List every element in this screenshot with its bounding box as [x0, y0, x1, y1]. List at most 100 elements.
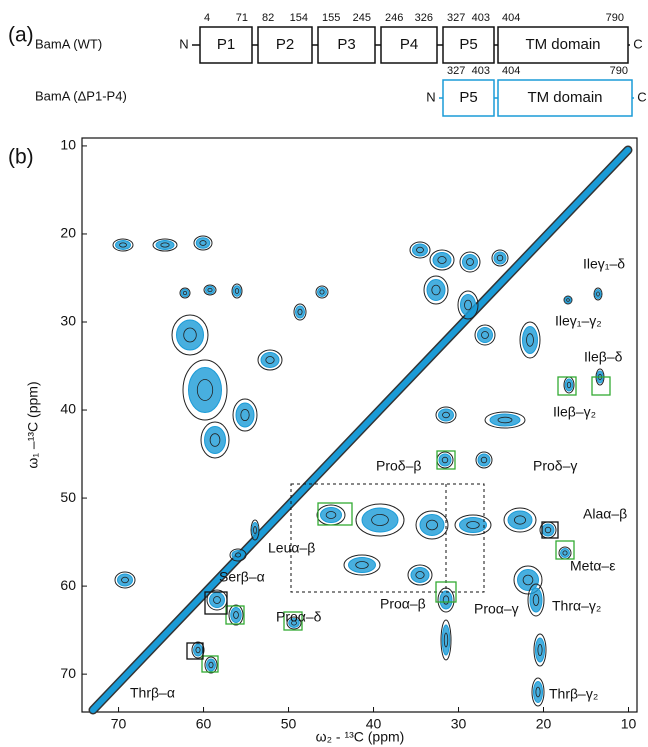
contour — [160, 242, 170, 248]
peak-box — [436, 450, 456, 470]
y-tick-label: 70 — [60, 665, 76, 681]
contour — [193, 643, 203, 657]
contour — [121, 576, 129, 584]
contour — [439, 590, 453, 610]
contour — [594, 289, 602, 299]
contour — [457, 290, 479, 320]
contour — [117, 573, 133, 587]
contour — [200, 421, 230, 459]
residue-end: 790 — [606, 12, 624, 24]
y-tick-label: 20 — [60, 225, 76, 241]
contour — [410, 567, 430, 583]
contour — [209, 433, 221, 447]
contour — [526, 333, 534, 347]
contour — [522, 574, 534, 586]
contour — [533, 633, 547, 667]
contour — [564, 296, 572, 304]
contour — [438, 408, 454, 422]
construct-name: BamA (ΔP1-P4) — [35, 88, 127, 103]
contour — [415, 571, 425, 579]
contour — [209, 592, 225, 608]
x-tick-label: 30 — [451, 716, 467, 732]
contour — [232, 285, 242, 297]
contour — [320, 507, 342, 523]
contour — [481, 331, 489, 339]
contour — [295, 305, 305, 319]
contour — [514, 515, 527, 525]
contour — [155, 240, 175, 250]
contour — [438, 453, 452, 467]
construct-name: BamA (WT) — [35, 36, 102, 51]
c-terminus: C — [633, 36, 642, 51]
peak-label: Thrβ–α — [130, 685, 175, 701]
contour — [519, 321, 541, 359]
contour — [205, 285, 215, 295]
contour — [319, 289, 325, 295]
contour — [566, 381, 572, 389]
peak-box — [283, 611, 303, 631]
x-tick-label: 10 — [621, 716, 637, 732]
x-tick-label: 70 — [111, 716, 127, 732]
plot-frame — [81, 137, 638, 713]
domain-box — [317, 26, 376, 64]
contour — [250, 519, 260, 541]
contour — [191, 641, 205, 659]
x-tick-label: 40 — [366, 716, 382, 732]
contour — [493, 251, 507, 265]
contour — [544, 526, 552, 534]
contour — [297, 308, 303, 316]
contour — [442, 595, 450, 605]
contour — [293, 303, 307, 321]
contour — [325, 511, 337, 519]
residue-end: 403 — [472, 12, 490, 24]
contour — [440, 619, 452, 661]
contour — [419, 514, 445, 536]
domain-box — [257, 26, 313, 64]
domain-label: TM domain — [527, 89, 602, 106]
contour — [407, 564, 433, 586]
peak-box — [204, 591, 228, 615]
peak-label: Alaα–β — [583, 506, 627, 522]
contour — [355, 503, 405, 537]
x-tick-label: 50 — [281, 716, 297, 732]
contour — [206, 658, 216, 672]
contour — [193, 235, 213, 251]
contour — [496, 254, 504, 262]
contour — [474, 324, 496, 346]
peak-label: Ileγ₁–γ₂ — [555, 313, 602, 329]
residue-start: 82 — [262, 12, 274, 24]
contour — [596, 291, 600, 297]
residue-end: 154 — [290, 12, 308, 24]
peak-box — [435, 581, 457, 603]
residue-start: 4 — [204, 12, 210, 24]
domain-box — [497, 79, 633, 117]
contour — [426, 279, 446, 301]
peak-box — [555, 540, 575, 560]
contour — [228, 604, 244, 626]
peak-label: Serβ–α — [219, 569, 265, 585]
contour — [412, 243, 428, 257]
contour — [317, 287, 327, 297]
spectrum — [88, 145, 633, 715]
contour — [315, 285, 329, 299]
domain-label: P1 — [217, 36, 235, 53]
peak-label: Proδ–β — [376, 458, 421, 474]
contour — [537, 644, 543, 657]
contour — [233, 611, 239, 619]
contour — [195, 237, 211, 249]
x-tick-label: 20 — [536, 716, 552, 732]
contour — [497, 416, 513, 424]
y-tick-label: 60 — [60, 577, 76, 593]
contour — [182, 290, 188, 296]
contour — [232, 398, 258, 432]
peak-label: Thrβ–γ₂ — [549, 686, 598, 702]
panel-label: (b) — [8, 146, 34, 169]
contour — [229, 548, 247, 562]
contour — [171, 314, 209, 356]
peak-label: Thrα–γ₂ — [552, 598, 601, 614]
residue-end: 326 — [415, 12, 433, 24]
contour — [361, 507, 399, 533]
contour — [203, 284, 217, 296]
contour — [355, 561, 369, 569]
